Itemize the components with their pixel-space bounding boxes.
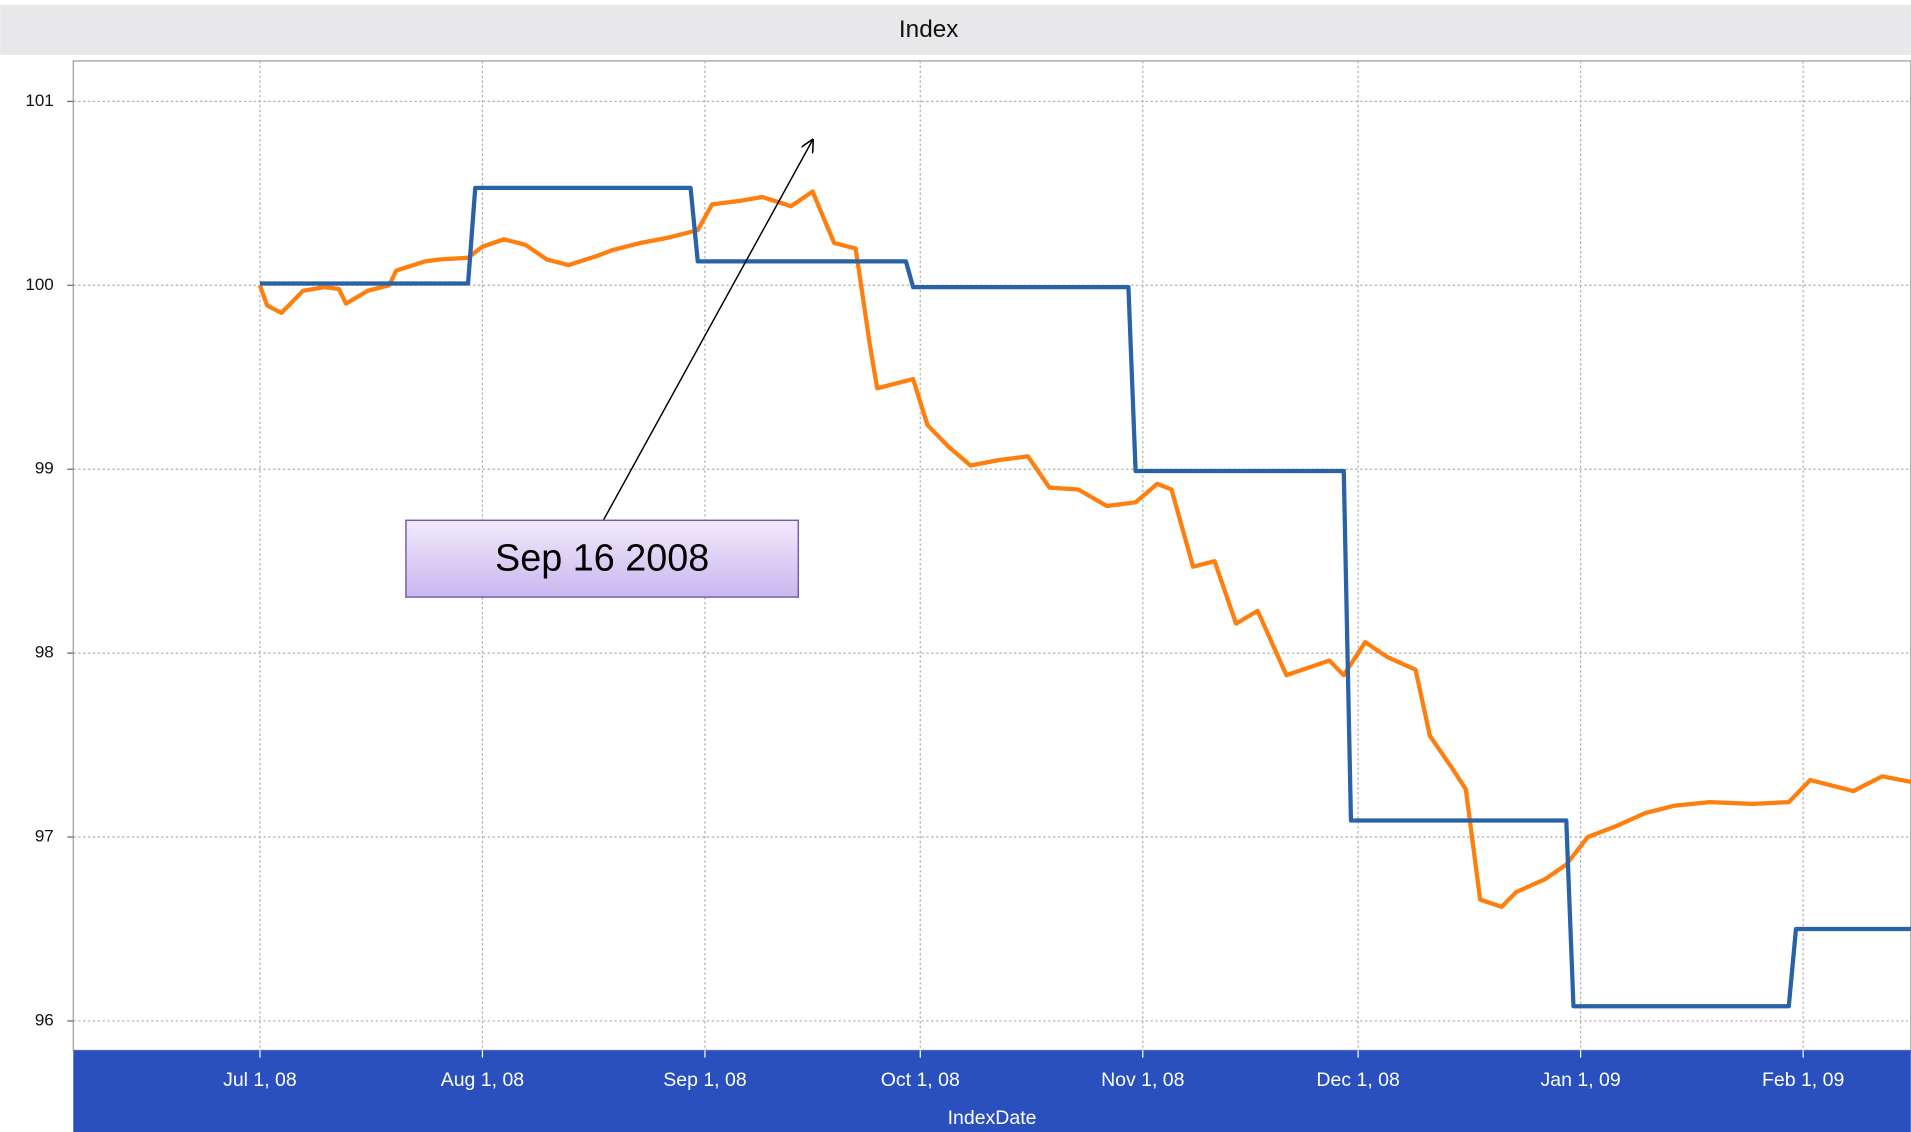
y-tick-label: 96 [35,1010,54,1029]
grid [73,60,1911,1051]
lines [257,185,1911,1009]
y-tick-label: 100 [25,275,53,294]
y-tick-label: 101 [25,91,53,110]
y-tick-label: 99 [35,459,54,478]
chart-title: Index [899,16,959,43]
annotation-text: Sep 16 2008 [495,538,709,580]
x-tick-label: Sep 1, 08 [663,1069,746,1091]
axes: 96 97 98 99 100 101 Jul 1, 08 Aug 1, 08 Sep 1, 0… [25,91,1844,1091]
x-tick-label: Aug 1, 08 [441,1069,524,1091]
x-axis-band [73,1050,1911,1132]
x-tick-label: Jul 1, 08 [223,1069,297,1091]
x-tick-label: Nov 1, 08 [1101,1069,1184,1091]
x-tick-label: Oct 1, 08 [881,1069,960,1091]
x-tick-label: Dec 1, 08 [1316,1069,1399,1091]
x-tick-label: Jan 1, 09 [1541,1069,1621,1091]
y-tick-label: 97 [35,827,54,846]
x-axis-label: IndexDate [948,1107,1037,1129]
annotation-box [405,519,800,598]
series-line [259,185,1911,1009]
annotation-arrow [602,140,812,521]
plot-area [72,60,1911,1051]
title-bar [0,4,1911,55]
y-tick-label: 98 [35,643,54,662]
annotation: Sep 16 2008 [405,140,813,598]
x-tick-label: Feb 1, 09 [1762,1069,1844,1091]
